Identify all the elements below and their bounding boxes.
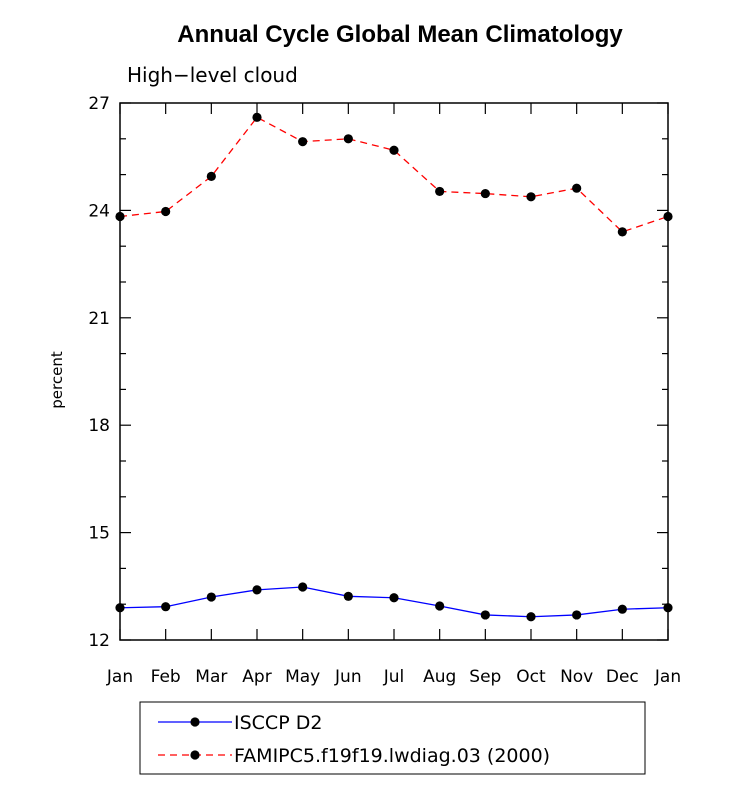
series-0-point [663, 603, 673, 613]
legend-marker-0 [190, 717, 200, 727]
series-1-point [617, 227, 627, 237]
series-0-point [617, 604, 627, 614]
series-layer [115, 112, 673, 622]
series-0-point [206, 592, 216, 602]
series-1-point [480, 188, 490, 199]
series-0-point [480, 610, 490, 620]
legend-marker-1 [190, 750, 200, 760]
y-tick-label: 21 [88, 309, 110, 329]
x-tick-label: May [285, 667, 320, 687]
axis-layer: 12 15 18 21 24 27 Jan Feb Mar Apr May Jun Jul Aug Sep O… [88, 94, 681, 687]
series-0-point [435, 601, 445, 611]
series-0-point [252, 585, 262, 595]
legend-label-1: FAMIPC5.f19f19.lwdiag.03 (2000) [234, 745, 550, 767]
x-tick-label: Jun [334, 667, 362, 687]
x-tick-label: Sep [469, 667, 501, 687]
y-tick-label: 27 [88, 94, 110, 114]
chart-title: Annual Cycle Global Mean Climatology [177, 21, 623, 48]
series-0-point [343, 591, 353, 601]
x-tick-label: Nov [560, 667, 593, 687]
legend-box [139, 701, 646, 775]
x-tick-label: Jan [106, 667, 133, 687]
series-0-point [389, 593, 399, 603]
x-tick-label: Feb [151, 667, 181, 687]
series-1-point [572, 183, 582, 193]
y-tick-label: 15 [88, 524, 110, 544]
series-1-point [115, 211, 125, 222]
series-0-point [115, 603, 125, 613]
x-tick-label: Apr [242, 667, 271, 687]
x-tick-label: Mar [195, 667, 227, 687]
series-0-point [526, 612, 536, 622]
series-1-point [435, 186, 445, 197]
series-1-point [526, 192, 536, 202]
x-tick-label: Jan [654, 667, 681, 687]
series-1-point [206, 171, 216, 181]
series-line-1 [119, 116, 669, 233]
x-tick-label: Aug [423, 667, 456, 687]
legend-label-0: ISCCP D2 [234, 712, 322, 734]
chart-subtitle: High−level cloud [127, 63, 298, 87]
x-tick-label: Jul [383, 667, 405, 687]
series-0-point [161, 602, 171, 612]
x-tick-label: Oct [516, 667, 546, 687]
legend: ISCCP D2 FAMIPC5.f19f19.lwdiag.03 (2000) [139, 701, 646, 775]
x-tick-label: Dec [606, 667, 639, 687]
y-tick-label: 18 [88, 416, 110, 436]
series-1-point [161, 206, 171, 217]
series-1-point [252, 112, 262, 122]
series-1-point [389, 145, 399, 155]
plot-frame [119, 102, 669, 641]
series-1-point [298, 137, 308, 147]
series-0-point [298, 582, 308, 592]
series-0-point [572, 610, 582, 620]
series-1-point [343, 134, 353, 144]
y-tick-label: 24 [88, 201, 110, 221]
y-tick-label: 12 [88, 631, 110, 651]
y-axis-label: percent [48, 351, 66, 409]
series-1-point [663, 211, 673, 222]
